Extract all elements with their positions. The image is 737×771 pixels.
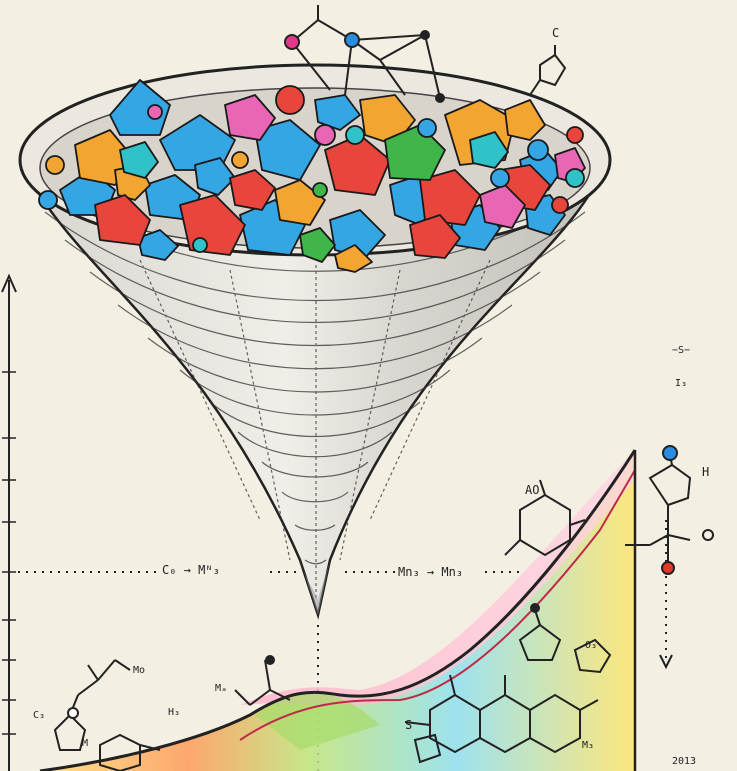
- label-m: M: [82, 738, 89, 749]
- label-s: S: [405, 718, 413, 732]
- right-molecule: [504, 445, 714, 575]
- label-ox: O₃: [585, 640, 598, 651]
- left-molecule: [53, 655, 291, 771]
- label-cs: C₃: [33, 710, 46, 721]
- side-legend-top: −S−: [672, 345, 691, 356]
- label-top-right-c: C: [552, 26, 560, 40]
- label-ao: AO: [525, 483, 540, 497]
- side-legend-bottom: I₃: [675, 378, 688, 389]
- label-right-arrow: Mn₃ → Mn₃: [398, 565, 464, 579]
- lower-molecule: [404, 603, 612, 764]
- label-h: H: [702, 465, 710, 479]
- label-mo: Mo: [133, 665, 146, 676]
- crystals: [38, 79, 586, 273]
- label-mp: M₃: [582, 740, 595, 751]
- top-molecule: [284, 5, 567, 103]
- left-axis: [1, 273, 17, 771]
- label-left-arrow: C₀ → Mᴺ₃: [162, 563, 220, 577]
- energy-curve: [39, 449, 637, 771]
- label-corner: 2013: [672, 756, 697, 767]
- label-hb: H₃: [168, 707, 181, 718]
- down-arrow-head: [659, 654, 673, 670]
- label-ma: Mₐ: [215, 683, 228, 694]
